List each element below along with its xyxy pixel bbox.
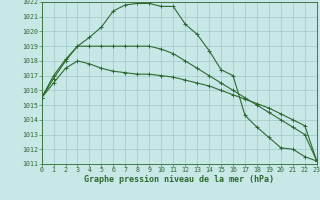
X-axis label: Graphe pression niveau de la mer (hPa): Graphe pression niveau de la mer (hPa) bbox=[84, 175, 274, 184]
